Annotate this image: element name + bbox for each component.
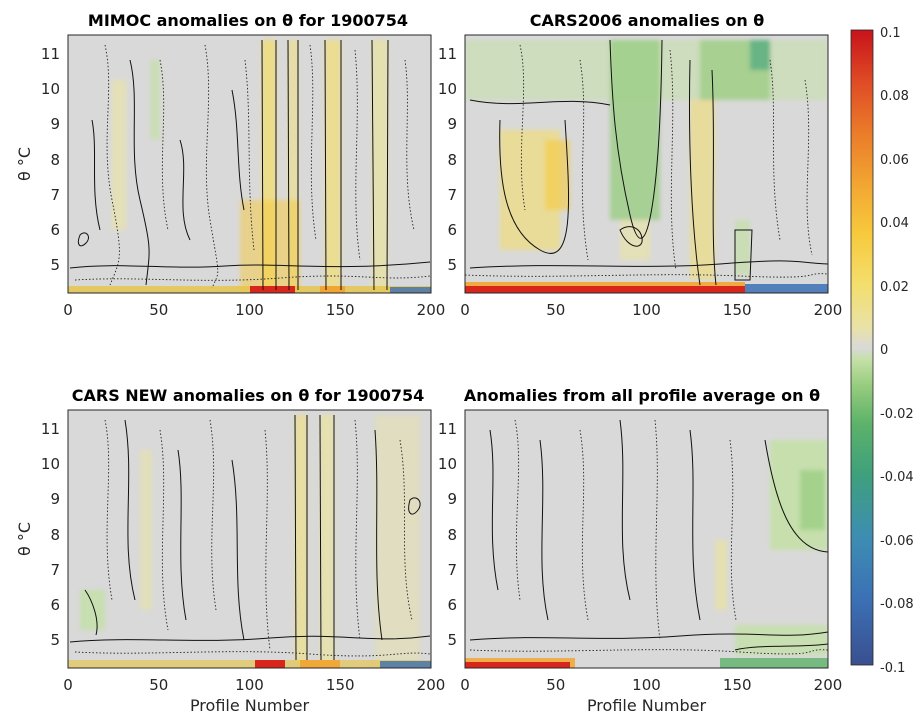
panel-title: Anomalies from all profile average on θ [464,386,820,405]
x-tick-label: 0 [460,301,470,319]
y-tick-label: 7 [50,561,60,579]
y-tick-label: 6 [447,596,457,614]
axes-frame [464,409,829,669]
y-tick-label: 5 [50,256,60,274]
x-tick-label: 0 [63,301,73,319]
heatmap-field [68,35,431,293]
y-tick-label: 11 [438,45,457,63]
x-tick-label: 0 [460,676,470,694]
x-axis-label: Profile Number [587,696,707,715]
x-axis: 0 50 100 150 200 [460,301,842,319]
colorbar-tick-label: -0.1 [880,661,905,676]
y-tick-label: 8 [50,151,60,169]
x-tick-label: 150 [723,676,752,694]
x-tick-label: 150 [326,676,355,694]
y-tick-label: 5 [447,631,457,649]
axes-frame [67,409,432,669]
colorbar: 0.1 0.08 0.06 0.04 0.02 0 -0.02 -0.04 -0… [850,26,914,676]
y-axis: 5 6 7 8 9 10 11 [438,45,457,274]
x-tick-label: 50 [149,676,168,694]
colorbar-tick-label: -0.02 [880,407,914,422]
y-tick-label: 9 [50,115,60,133]
panel-title: MIMOC anomalies on θ for 1900754 [88,11,408,30]
x-tick-label: 50 [546,676,565,694]
colorbar-ticks: 0.1 0.08 0.06 0.04 0.02 0 -0.02 -0.04 -0… [880,26,914,676]
y-tick-label: 9 [447,490,457,508]
y-tick-label: 8 [447,151,457,169]
y-axis: 5 6 7 8 9 10 11 [438,420,457,649]
y-axis-label: θ °C [15,147,34,181]
colorbar-tick-label: 0.1 [880,26,901,41]
y-tick-label: 9 [447,115,457,133]
y-tick-label: 5 [447,256,457,274]
x-tick-label: 150 [723,301,752,319]
x-tick-label: 100 [632,301,661,319]
y-tick-label: 10 [41,80,60,98]
x-axis: 0 50 100 150 200 [63,676,445,694]
axes-frame [464,34,829,294]
colorbar-tick-label: 0.06 [880,153,909,168]
colorbar-scale [850,29,874,666]
y-axis: 5 6 7 8 9 10 11 [41,45,60,274]
panel-1: MIMOC anomalies on θ for 1900754 [15,11,445,319]
y-tick-label: 6 [50,596,60,614]
panel-4: Anomalies from all profile average on θ [438,386,842,715]
y-tick-label: 9 [50,490,60,508]
heatmap-field [68,410,431,668]
y-tick-label: 11 [41,420,60,438]
x-tick-label: 50 [546,301,565,319]
colorbar-tick-label: -0.06 [880,534,914,549]
y-tick-label: 7 [50,186,60,204]
colorbar-tick-label: -0.08 [880,597,914,612]
x-axis-label: Profile Number [190,696,310,715]
y-tick-label: 5 [50,631,60,649]
axes-frame [67,34,432,294]
y-tick-label: 6 [50,221,60,239]
x-tick-label: 100 [632,676,661,694]
y-tick-label: 8 [50,526,60,544]
panel-2: CARS2006 anomalies on θ [438,11,842,319]
y-tick-label: 11 [438,420,457,438]
heatmap-field [465,35,828,293]
colorbar-tick-label: 0.02 [880,280,909,295]
y-axis-label: θ °C [15,522,34,556]
y-tick-label: 10 [438,455,457,473]
colorbar-tick-label: 0.04 [880,216,909,231]
x-tick-label: 200 [814,301,843,319]
panel-3: CARS NEW anomalies on θ for 1900754 [15,386,445,715]
x-tick-label: 100 [235,301,264,319]
y-tick-label: 10 [41,455,60,473]
colorbar-tick-label: 0.08 [880,89,909,104]
x-tick-label: 50 [149,301,168,319]
colorbar-tick-label: -0.04 [880,470,914,485]
x-tick-label: 0 [63,676,73,694]
x-tick-label: 200 [417,676,446,694]
y-tick-label: 10 [438,80,457,98]
y-tick-label: 7 [447,561,457,579]
x-tick-label: 200 [814,676,843,694]
panel-title: CARS NEW anomalies on θ for 1900754 [72,386,425,405]
y-tick-label: 7 [447,186,457,204]
x-axis: 0 50 100 150 200 [63,301,445,319]
y-tick-label: 8 [447,526,457,544]
x-axis: 0 50 100 150 200 [460,676,842,694]
colorbar-tick-label: 0 [880,343,888,358]
panel-title: CARS2006 anomalies on θ [530,11,765,30]
x-tick-label: 200 [417,301,446,319]
x-tick-label: 150 [326,301,355,319]
heatmap-field [465,410,828,668]
y-tick-label: 6 [447,221,457,239]
y-axis: 5 6 7 8 9 10 11 [41,420,60,649]
y-tick-label: 11 [41,45,60,63]
x-tick-label: 100 [235,676,264,694]
